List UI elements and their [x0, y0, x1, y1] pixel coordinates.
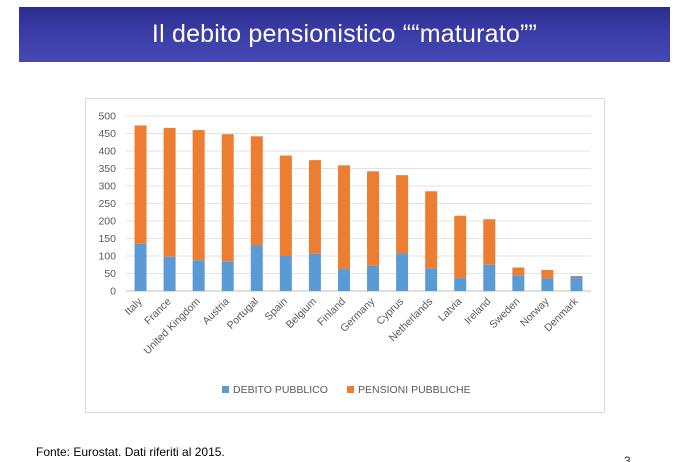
- y-tick-label: 250: [98, 198, 116, 210]
- y-tick-label: 350: [98, 163, 116, 175]
- bar-debito-pubblico: [337, 268, 350, 291]
- bar-pensioni-pubbliche: [192, 130, 205, 261]
- bar-debito-pubblico: [279, 256, 292, 291]
- bar-pensioni-pubbliche: [483, 219, 496, 265]
- bar-debito-pubblico: [221, 261, 234, 291]
- bar-pensioni-pubbliche: [308, 160, 321, 254]
- y-tick-label: 300: [98, 181, 116, 193]
- bar-pensioni-pubbliche: [337, 165, 350, 269]
- legend-swatch: [222, 386, 229, 393]
- y-tick-label: 200: [98, 216, 116, 228]
- bar-debito-pubblico: [250, 245, 263, 291]
- bar-pensioni-pubbliche: [570, 275, 583, 277]
- y-tick-label: 500: [98, 111, 116, 123]
- y-tick-label: 400: [98, 146, 116, 158]
- page-number: 3: [624, 454, 631, 462]
- bar-debito-pubblico: [512, 275, 525, 291]
- bar-pensioni-pubbliche: [425, 191, 438, 269]
- y-tick-label: 50: [104, 268, 116, 280]
- bar-debito-pubblico: [396, 253, 409, 291]
- x-tick-label: Latvia: [436, 296, 464, 324]
- source-note: Fonte: Eurostat. Dati riferiti al 2015.: [36, 445, 225, 459]
- stacked-bar-chart: 050100150200250300350400450500ItalyFranc…: [98, 111, 591, 396]
- bar-debito-pubblico: [192, 260, 205, 291]
- y-tick-label: 150: [98, 233, 116, 245]
- bar-debito-pubblico: [541, 278, 554, 291]
- x-tick-label: Italy: [123, 295, 146, 318]
- bar-pensioni-pubbliche: [279, 155, 292, 256]
- bar-pensioni-pubbliche: [512, 267, 525, 276]
- bar-debito-pubblico: [483, 264, 496, 291]
- bar-pensioni-pubbliche: [221, 134, 234, 262]
- y-tick-label: 0: [110, 286, 116, 298]
- bar-pensioni-pubbliche: [541, 270, 554, 279]
- legend-label: PENSIONI PUBBLICHE: [358, 384, 471, 396]
- y-tick-label: 450: [98, 128, 116, 140]
- bar-debito-pubblico: [570, 277, 583, 291]
- legend-swatch: [347, 386, 354, 393]
- title-banner: Il debito pensionistico ““maturato””: [19, 7, 670, 62]
- bar-debito-pubblico: [163, 256, 176, 291]
- x-tick-label: Sweden: [487, 296, 522, 331]
- bar-pensioni-pubbliche: [250, 136, 263, 246]
- bar-pensioni-pubbliche: [367, 171, 380, 266]
- bar-pensioni-pubbliche: [163, 127, 176, 257]
- bar-debito-pubblico: [454, 278, 467, 291]
- bar-debito-pubblico: [425, 268, 438, 291]
- x-tick-label: Portugal: [225, 296, 261, 332]
- y-tick-label: 100: [98, 251, 116, 263]
- x-tick-label: Belgium: [284, 295, 319, 330]
- legend-label: DEBITO PUBBLICO: [233, 384, 328, 396]
- bar-debito-pubblico: [367, 265, 380, 291]
- bar-debito-pubblico: [308, 253, 321, 291]
- bar-pensioni-pubbliche: [454, 215, 467, 279]
- bar-pensioni-pubbliche: [134, 125, 147, 244]
- chart-frame: 0 50 100 150 200 250 300 350 400 450 500 Italy Franc…: [85, 98, 605, 413]
- bar-debito-pubblico: [134, 243, 147, 291]
- slide-title: Il debito pensionistico ““maturato””: [151, 20, 538, 48]
- bar-pensioni-pubbliche: [396, 175, 409, 254]
